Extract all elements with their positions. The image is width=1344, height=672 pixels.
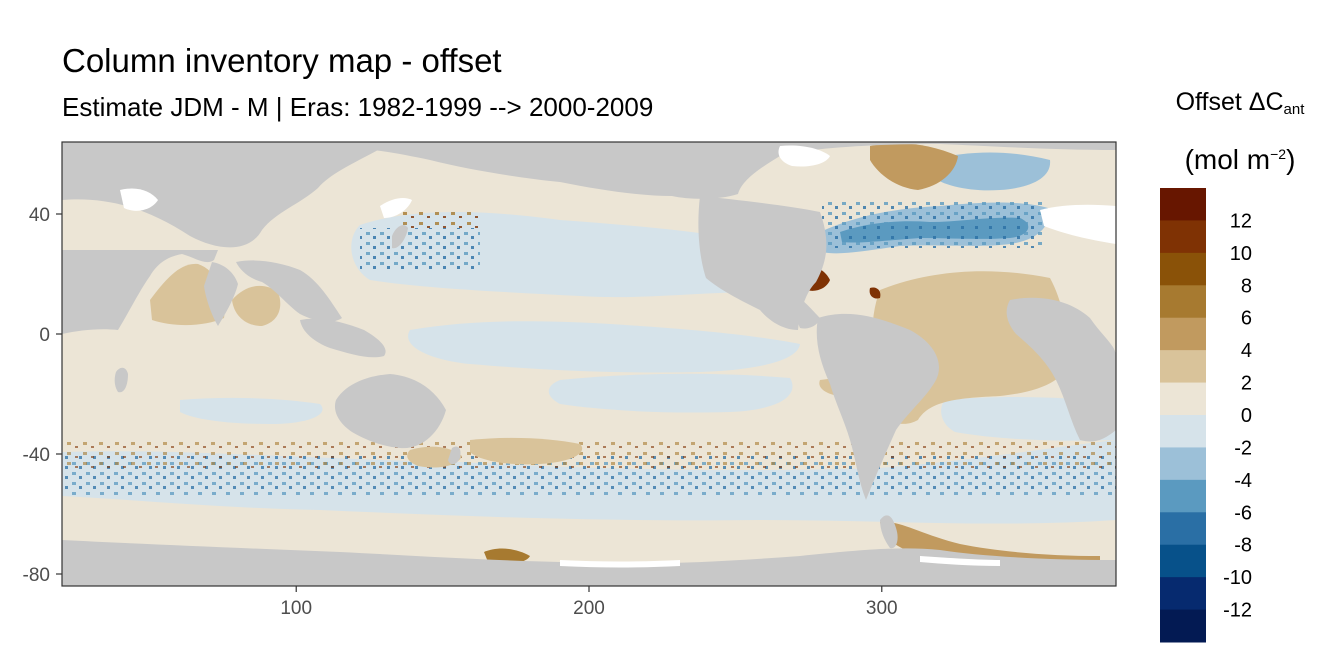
region-tropical-pacific-negative [408,321,800,373]
region-south-pacific-positive-band [470,437,583,465]
land-maritime-continent [300,318,386,358]
legend-color-band [1160,285,1206,319]
legend-color-band [1160,350,1206,384]
speckle-north-atlantic-blue [822,200,1042,248]
legend-color-band [1160,220,1206,254]
map-panel [62,142,1116,586]
land-southeast-asia [236,260,342,322]
speckle-southern-ocean-brown [62,440,1116,468]
legend-color-band [1160,382,1206,416]
x-tick-label: 300 [866,598,898,619]
legend-color-band [1160,512,1206,546]
legend-label: -12 [1223,600,1252,622]
y-tick-label: -80 [23,565,50,586]
y-tick-label: 0 [39,325,50,346]
legend-title-subscript: ant [1283,101,1305,118]
legend-label: -4 [1234,470,1252,492]
region-subpolar-atlantic-negative [930,152,1051,191]
legend-unit-close: ) [1286,144,1296,175]
legend-unit-open: (mol m [1184,144,1271,175]
y-tick-label: -40 [23,445,50,466]
region-irminger-positive [870,143,958,190]
land-north-america [62,142,378,248]
legend-label: 12 [1230,210,1252,232]
legend-color-band [1160,415,1206,448]
legend-label: -6 [1234,502,1252,524]
legend-color-band [1160,188,1206,221]
x-tick-label: 100 [280,598,312,619]
legend-color-band [1160,252,1206,286]
no-data-hudson-bay [778,145,830,167]
land [62,142,1116,586]
legend-color-band [1160,479,1206,513]
region-arabian-sea-positive [150,263,225,326]
no-data-weddell [920,556,1000,566]
land-eurasia-north [372,142,1116,199]
region-tasman-positive [407,446,462,468]
land-india [204,262,238,326]
region-caribbean-strong-positive [869,287,881,299]
land-madagascar [114,367,128,393]
legend-label: -8 [1234,535,1252,557]
land-north-america-west [698,196,827,330]
x-tick-label: 200 [573,598,605,619]
legend-color-band [1160,447,1206,481]
legend-label: 10 [1230,243,1252,265]
no-data-antarctic-margin [560,560,680,568]
land-antarctic-peninsula [880,515,898,549]
legend-unit-exponent: −2 [1270,146,1287,162]
legend-label: 0 [1241,405,1252,427]
y-tick-label: 40 [29,205,50,226]
land-antarctica [62,540,1116,586]
no-data-baltic [1040,204,1116,244]
legend-color-band [1160,317,1206,351]
land-central-america [795,298,820,329]
legend-title-main: Offset ΔC [1175,88,1284,116]
land-south-america [816,313,939,500]
land-africa [1006,297,1116,442]
legend-label: 6 [1241,308,1252,330]
no-data-black-caspian [120,188,158,211]
region-bay-of-bengal-positive [232,285,281,326]
y-axis: 40 0 -40 -80 [23,205,62,586]
legend-color-band [1160,544,1206,578]
chart-title: Column inventory map - offset [62,42,502,79]
legend-label: -10 [1223,567,1252,589]
legend-label: 8 [1241,275,1252,297]
land-africa-west [62,142,218,334]
legend-colorbar: 12 10 8 6 4 2 0 -2 -4 -6 -8 -10 -12 [1160,188,1252,643]
legend-color-band [1160,577,1206,611]
land-australia [334,374,446,449]
legend-color-band [1160,609,1206,643]
no-data-okhotsk [380,198,412,218]
no-data [120,145,1116,568]
speckle-kuroshio-brown [400,208,480,230]
region-indian-ocean-negative [180,397,323,424]
legend-label: 2 [1241,373,1252,395]
legend-label: 4 [1241,340,1252,362]
land-japan [392,225,408,249]
chart-subtitle: Estimate JDM - M | Eras: 1982-1999 --> 2… [62,92,654,122]
x-axis: 100 200 300 [280,586,898,619]
legend-title: Offset ΔCant (mol m−2) [1140,84,1340,178]
land-new-zealand [448,446,461,465]
legend-label: -2 [1234,437,1252,459]
region-south-pacific-negative [548,373,793,413]
speckle-kuroshio-blue [360,228,480,272]
